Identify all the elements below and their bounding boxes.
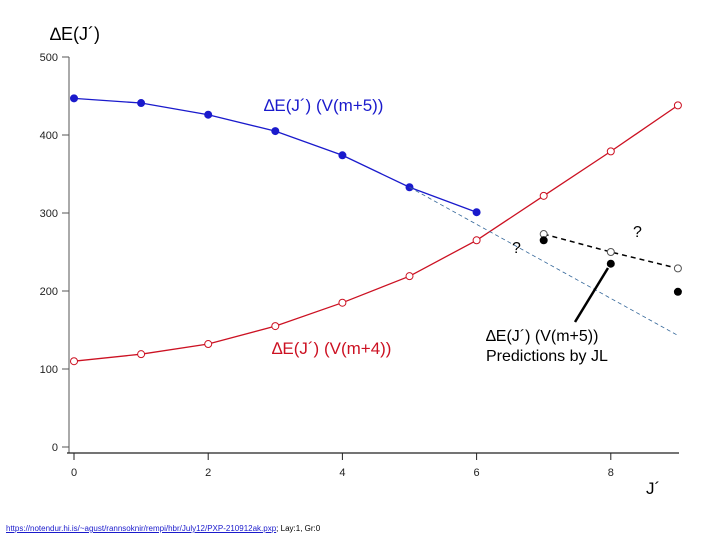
y-tick-label: 100 [40,364,58,376]
question-mark-2: ? [633,224,642,241]
series-v-m5-extrapolation-line [409,186,679,336]
series-question-extrapolation-point [606,248,615,256]
source-link[interactable]: https://notendur.hi.is/~agust/rannsoknir… [6,524,277,533]
footer: https://notendur.hi.is/~agust/rannsoknir… [6,524,320,533]
series-v-m5-point [70,94,78,103]
x-axis-label: J´ [646,479,661,498]
series-v-m5-point [271,127,280,136]
predictions-line1: ∆E(J´) (V(m+5)) [486,328,599,345]
chart-title: ∆E(J´) [50,24,101,44]
x-tick-label: 0 [71,467,77,479]
y-tick-label: 200 [40,286,58,298]
x-tick-label: 2 [205,467,211,479]
series-v-m4-point [539,191,548,200]
series-v-m4-point [137,350,146,359]
series-v-m4-point [405,272,414,281]
series-jl-predictions-point [673,287,682,296]
x-tick-label: 4 [339,467,345,479]
series-v-m5-point [204,110,213,119]
series-v-m4-point [606,147,615,156]
series-v-m4-line [73,104,679,362]
series-label-v-m4: ∆E(J´) (V(m+4)) [272,339,392,358]
series-v-m4-point [70,357,78,366]
predictions-line2: Predictions by JL [486,348,608,365]
series-v-m5-point [472,208,481,217]
series-v-m4-point [204,340,213,349]
y-tick-label: 300 [40,208,58,220]
y-tick-label: 400 [40,130,58,142]
predictions-annotation: ∆E(J´) (V(m+5)) Predictions by JL [486,327,608,367]
series-v-m4-point [271,322,280,331]
series-v-m4-point [673,101,682,110]
series-jl-predictions-point [539,236,548,245]
question-mark-1: ? [512,240,521,257]
x-tick-label: 8 [608,467,614,479]
y-tick-label: 500 [40,52,58,64]
y-tick-label: 0 [52,442,58,454]
series-v-m5-point [137,99,146,108]
footer-suffix: ; Lay:1, Gr:0 [276,524,321,533]
series-v-m4-point [472,236,481,245]
x-tick-label: 6 [474,467,480,479]
series-v-m5-point [338,151,347,160]
series-v-m4-point [338,298,347,307]
series-question-extrapolation-point [673,264,682,273]
series-label-v-m5: ∆E(J´) (V(m+5)) [264,96,384,115]
prediction-arrow [573,267,610,323]
series-jl-predictions-point [606,259,615,268]
